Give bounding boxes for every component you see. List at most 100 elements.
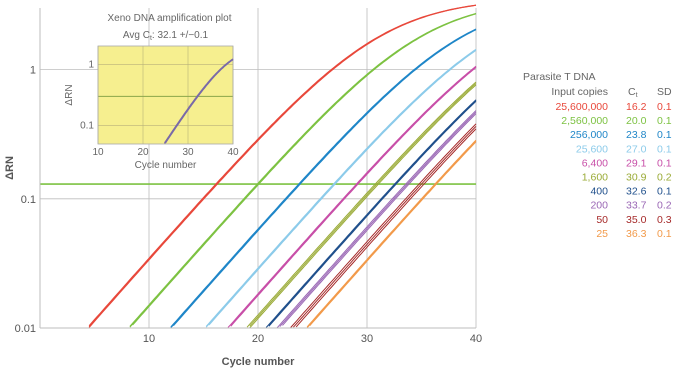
legend-ct-value: 33.7 [626,200,647,212]
legend-input-copies: 400 [590,186,608,198]
legend-title: Parasite T DNA [523,71,596,83]
inset-subtitle-subscript: t [150,35,152,42]
y-tick-label: 0.1 [21,194,36,206]
inset-subtitle-prefix: Avg C [123,30,150,41]
legend-col-input: Input copies [551,86,608,98]
x-tick-label: 40 [470,333,482,345]
curve-6400 [227,65,477,328]
legend-ct-value: 35.0 [626,214,647,226]
curve-1600 [249,84,477,329]
inset-x-tick-label: 20 [137,147,149,158]
curve-25600 [208,49,477,326]
legend-row: 50 35.0 0.3 [596,214,671,226]
legend-ct-value: 36.3 [626,228,647,240]
legend-row: 25,600 27.0 0.1 [576,143,672,155]
curve-400 [265,99,477,328]
legend-sd-value: 0.1 [657,129,672,141]
curve-25600000 [88,4,477,328]
inset-curve [164,58,234,144]
legend-input-copies: 256,000 [570,129,608,141]
legend-row: 1,600 30.9 0.2 [582,172,672,184]
curve-25 [309,141,477,327]
x-tick-label: 30 [361,333,373,345]
curve-400 [268,100,477,327]
legend-input-copies: 200 [590,200,608,212]
curve-25 [306,140,477,329]
x-axis-label: Cycle number [222,356,295,368]
curve-25600 [205,49,477,328]
x-tick-label: 10 [143,333,155,345]
inset-x-tick-label: 40 [227,147,239,158]
legend-row: 256,000 23.8 0.1 [570,129,672,141]
curve-50 [293,125,477,328]
legend-col-ct: Ct [628,86,638,99]
y-tick-label: 1 [30,65,36,77]
legend-sd-value: 0.1 [657,143,672,155]
curve-256000 [173,29,477,327]
inset-grid [97,45,234,145]
inset-tick-labels: 10 20 30 40 0.1 1 [80,59,239,158]
curve-200 [279,111,477,327]
legend-ct-value: 27.0 [626,143,647,155]
amplification-curves [88,4,477,329]
legend-input-copies: 25,600 [576,143,608,155]
inset-x-axis-label: Cycle number [135,160,197,171]
curve-1600 [246,81,477,328]
legend-row: 25 36.3 0.1 [596,228,671,240]
inset-y-axis-label: ΔRN [64,84,75,105]
legend-sd-value: 0.3 [657,214,672,226]
curve-200 [276,110,477,329]
legend-sd-value: 0.1 [657,228,672,240]
inset-plot: 10 20 30 40 0.1 1 Xeno DNA amplification plot… [64,13,239,171]
inset-frame [97,45,234,145]
legend-col-ct-sub: t [636,92,638,99]
inset-subtitle-suffix: : 32.1 +/−0.1 [152,30,209,41]
curve-256000 [170,28,477,328]
curve-400 [268,100,477,326]
curve-6400 [230,66,477,326]
inset-subtitle: Avg Ct: 32.1 +/−0.1 [123,30,209,42]
legend-input-copies: 6,400 [582,157,608,169]
legend-input-copies: 1,600 [582,172,608,184]
legend-ct-value: 32.6 [626,186,647,198]
legend-sd-value: 0.2 [657,200,672,212]
curve-2560000 [132,13,477,326]
legend-ct-value: 30.9 [626,172,647,184]
inset-curve-line [164,59,234,144]
x-tick-label: 20 [252,333,264,345]
inset-x-tick-label: 30 [182,147,194,158]
legend-sd-value: 0.1 [657,115,672,127]
legend-input-copies: 50 [596,214,608,226]
inset-title: Xeno DNA amplification plot [108,13,232,24]
legend-sd-value: 0.1 [657,186,672,198]
legend-row: 2,560,000 20.0 0.1 [561,115,671,127]
inset-y-tick-label: 1 [88,59,94,70]
legend-ct-value: 20.0 [626,115,647,127]
legend-row: 200 33.7 0.2 [590,200,671,212]
legend-row: 6,400 29.1 0.1 [582,157,672,169]
main-tick-labels: 10 20 30 40 0.01 0.1 1 [15,65,483,345]
legend-ct-value: 23.8 [626,129,647,141]
legend-ct-value: 16.2 [626,101,647,113]
legend-col-ct-main: C [628,86,636,98]
legend-sd-value: 0.1 [657,157,672,169]
legend-sd-value: 0.2 [657,172,672,184]
curve-1600 [249,83,477,327]
legend: Parasite T DNA Input copies Ct SD 25,600… [523,71,672,240]
legend-row: 25,600,000 16.2 0.1 [555,101,671,113]
legend-input-copies: 25,600,000 [555,101,608,113]
legend-col-sd: SD [657,86,672,98]
legend-rows: 25,600,000 16.2 0.12,560,000 20.0 0.1256,000… [555,101,671,240]
legend-input-copies: 25 [596,228,608,240]
curve-25 [306,139,477,328]
inset-plot-area [98,46,233,144]
y-tick-label: 0.01 [15,323,36,335]
y-axis-label: ΔRN [4,156,16,180]
curve-50 [290,123,477,328]
curve-200 [282,113,477,326]
legend-ct-value: 29.1 [626,157,647,169]
curve-50 [295,128,477,328]
legend-sd-value: 0.1 [657,101,672,113]
curve-256000 [170,28,477,329]
